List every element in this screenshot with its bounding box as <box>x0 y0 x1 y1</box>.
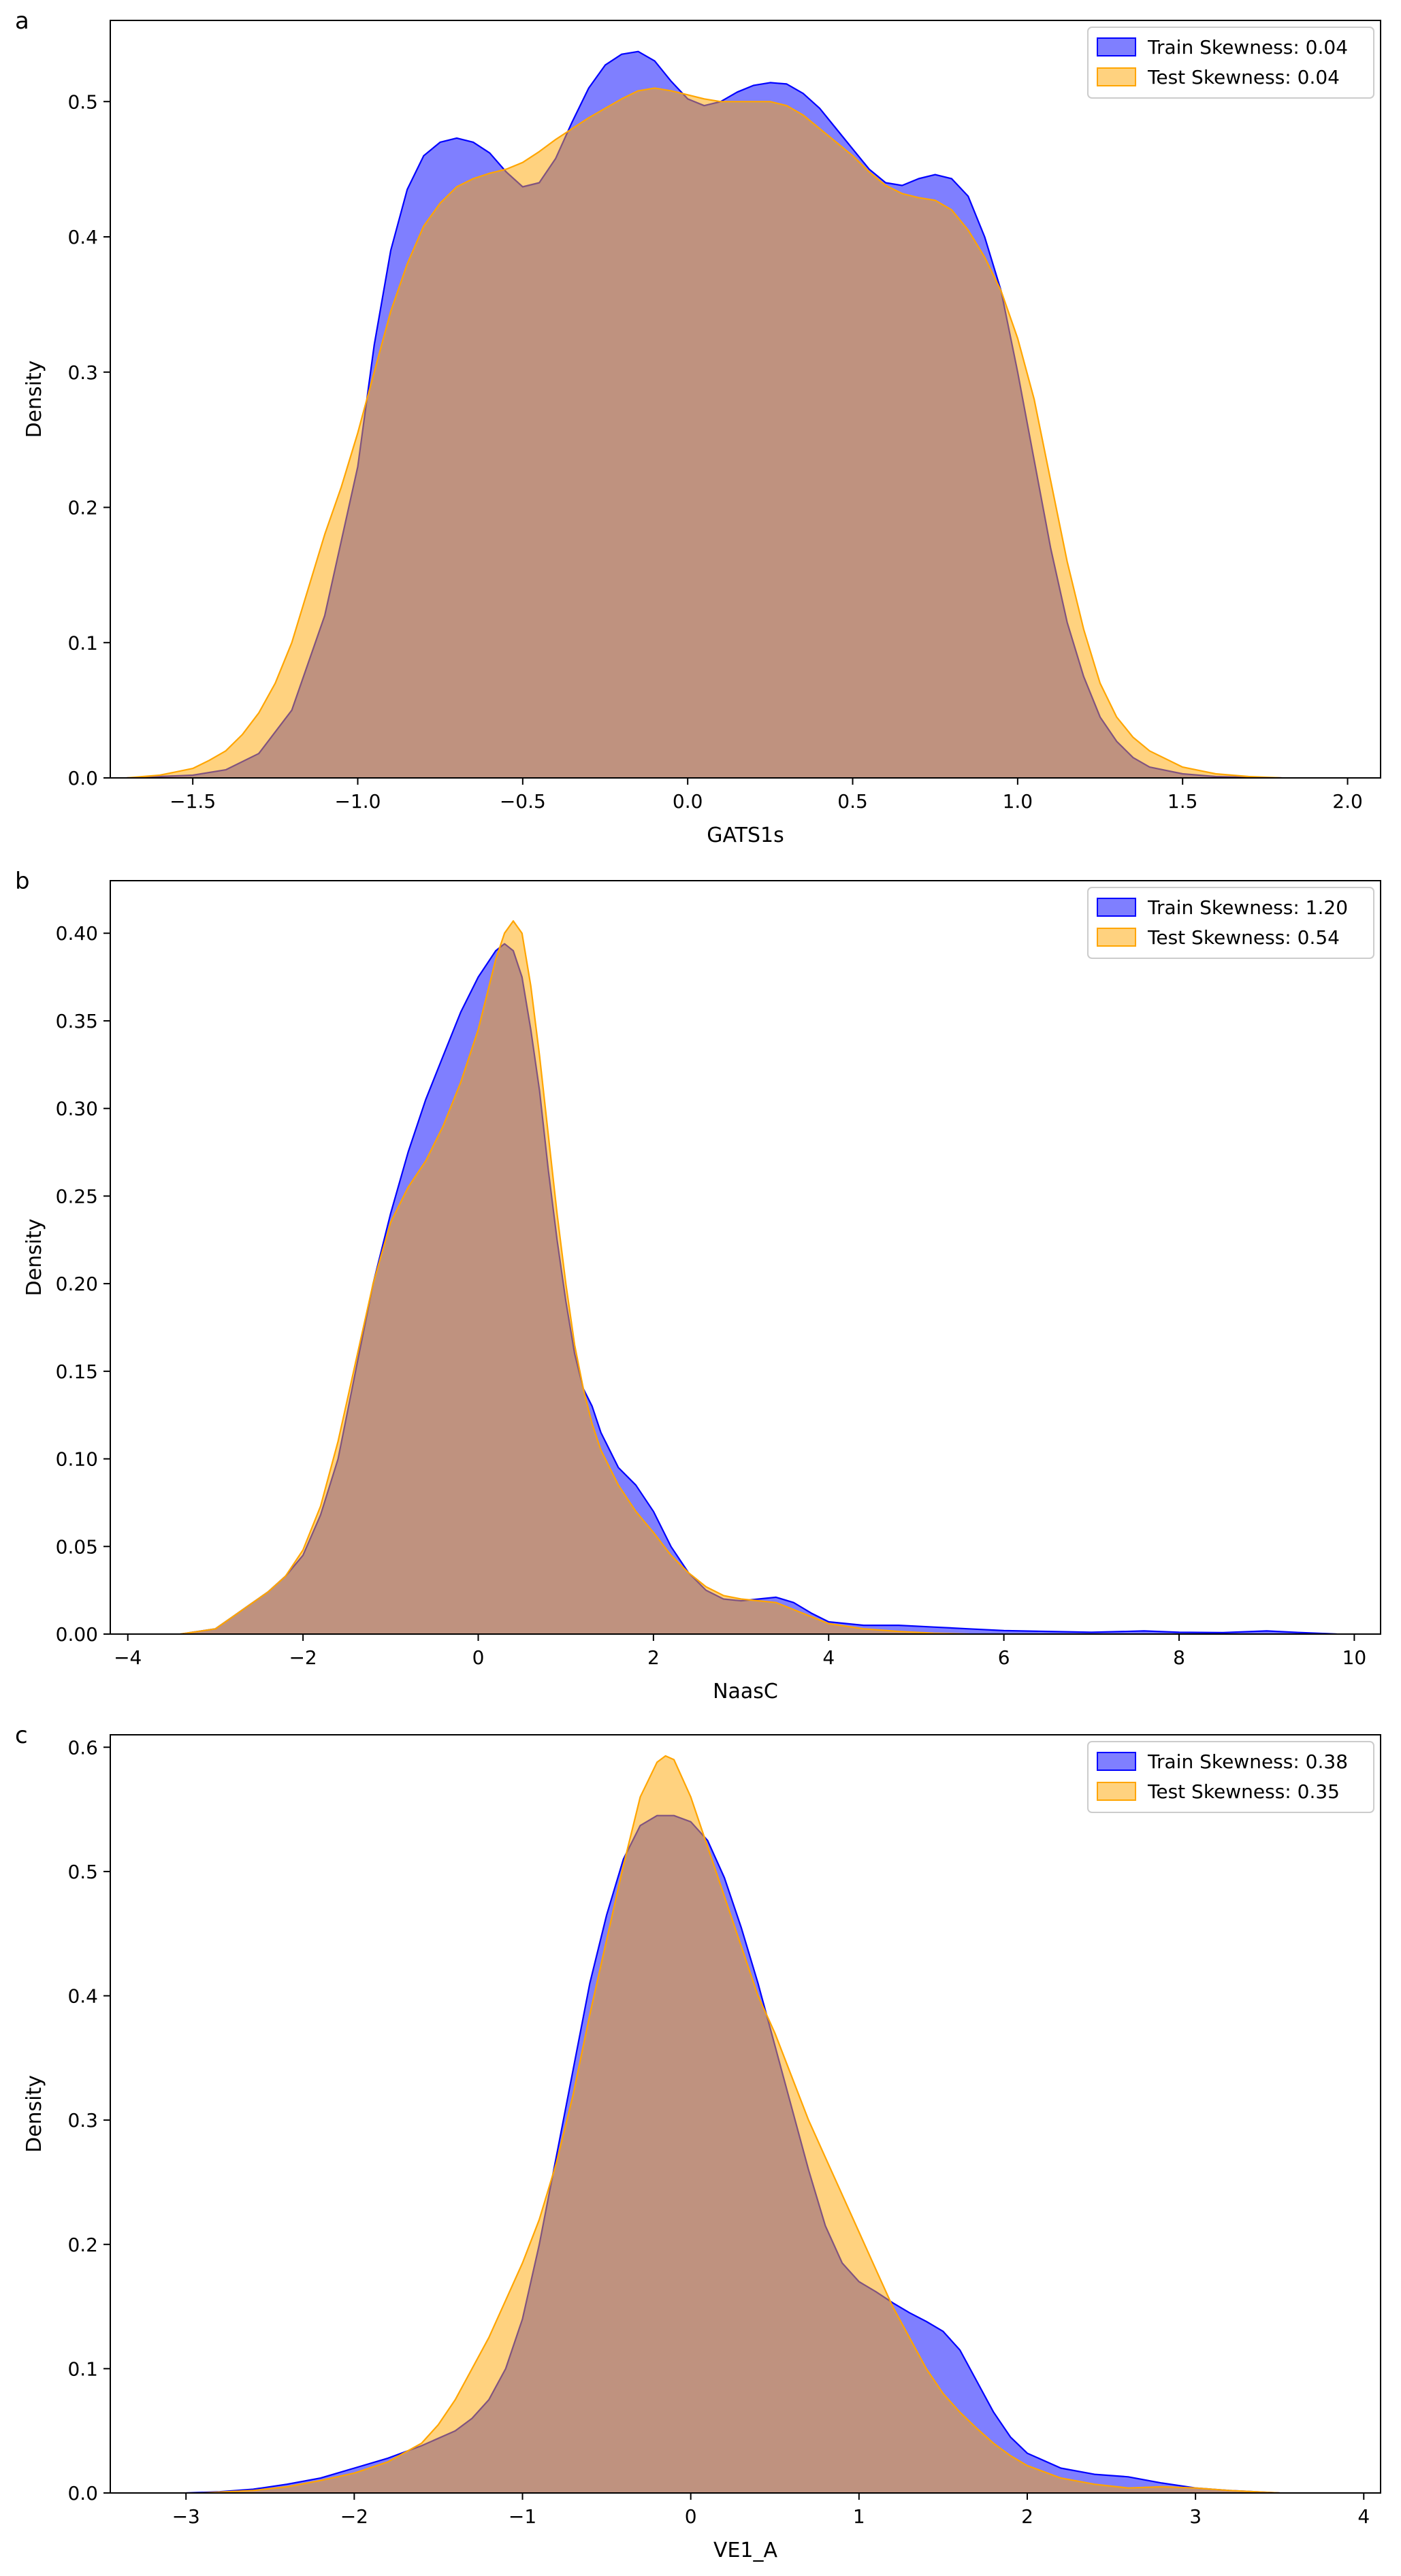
legend-box <box>1087 887 1374 959</box>
plot-area <box>127 50 1282 778</box>
legend-box <box>1087 27 1374 99</box>
plot-area <box>180 920 1337 1634</box>
x-tick-label: −1.0 <box>335 790 381 813</box>
y-tick-label: 0.0 <box>67 767 98 789</box>
x-tick-label: 3 <box>1189 2505 1202 2528</box>
y-tick-label: 0.20 <box>56 1273 98 1295</box>
x-axis-label: GATS1s <box>707 824 784 847</box>
legend: Train Skewness: 0.38 Test Skewness: 0.35 <box>1087 1741 1374 1813</box>
x-tick-label: 6 <box>998 1646 1010 1669</box>
y-axis-label: Density <box>22 2075 46 2153</box>
x-tick-label: −1 <box>509 2505 536 2528</box>
y-tick-label: 0.6 <box>67 1736 98 1759</box>
x-tick-label: 4 <box>822 1646 835 1669</box>
axes-frame <box>110 880 1381 1635</box>
x-tick-label: 0.0 <box>673 790 703 813</box>
x-tick-label: −2 <box>340 2505 368 2528</box>
panel-label: b <box>15 868 30 895</box>
legend-box <box>1087 1741 1374 1813</box>
legend-swatch-train <box>1097 1752 1136 1771</box>
y-tick-label: 0.30 <box>56 1098 98 1120</box>
x-tick-label: 0 <box>685 2505 697 2528</box>
y-tick-label: 0.3 <box>67 361 98 384</box>
test-density-area <box>127 88 1282 778</box>
axes-frame <box>110 20 1381 779</box>
legend: Train Skewness: 0.04 Test Skewness: 0.04 <box>1087 27 1374 99</box>
legend-swatch-test <box>1097 928 1136 947</box>
y-tick-label: 0.35 <box>56 1010 98 1032</box>
x-tick-label: 1 <box>853 2505 865 2528</box>
x-tick-label: 8 <box>1173 1646 1185 1669</box>
test-density-area <box>202 1756 1280 2493</box>
panel-c: c −3 −2 −1 0 1 2 3 4 0.0 0.1 0.2 0.3 0.4 0.5 0.6 VE1_A De… <box>15 1722 1381 2562</box>
x-tick-label: −1.5 <box>170 790 216 813</box>
legend-label-train: Train Skewness: 0.04 <box>1147 36 1348 59</box>
plot-area <box>186 1755 1280 2493</box>
x-axis-label: NaasC <box>713 1680 778 1703</box>
y-tick-label: 0.4 <box>67 226 98 248</box>
y-tick-label: 0.2 <box>67 2234 98 2256</box>
y-tick-label: 0.25 <box>56 1185 98 1207</box>
y-tick-label: 0.2 <box>67 497 98 519</box>
test-density-area <box>180 921 969 1634</box>
x-tick-label: 10 <box>1342 1646 1367 1669</box>
legend-label-train: Train Skewness: 1.20 <box>1147 896 1348 919</box>
y-tick-label: 0.10 <box>56 1448 98 1471</box>
y-tick-label: 0.05 <box>56 1535 98 1558</box>
legend-label-test: Test Skewness: 0.04 <box>1147 66 1340 88</box>
y-tick-label: 0.4 <box>67 1985 98 2008</box>
x-axis-label: VE1_A <box>713 2539 778 2562</box>
x-tick-label: 0 <box>472 1646 485 1669</box>
legend-label-test: Test Skewness: 0.35 <box>1147 1780 1340 1803</box>
axes-frame <box>110 1734 1381 2494</box>
y-tick-label: 0.5 <box>67 1861 98 1883</box>
y-tick-label: 0.15 <box>56 1360 98 1383</box>
x-tick-label: −3 <box>172 2505 200 2528</box>
y-tick-label: 0.0 <box>67 2482 98 2505</box>
panel-label: a <box>15 7 29 35</box>
legend-label-train: Train Skewness: 0.38 <box>1147 1750 1348 1773</box>
x-tick-label: −4 <box>114 1646 142 1669</box>
x-tick-label: 0.5 <box>837 790 868 813</box>
x-tick-label: 2 <box>647 1646 660 1669</box>
legend: Train Skewness: 1.20 Test Skewness: 0.54 <box>1087 887 1374 959</box>
x-tick-label: −0.5 <box>500 790 546 813</box>
y-tick-label: 0.3 <box>67 2109 98 2132</box>
x-tick-label: −2 <box>289 1646 317 1669</box>
legend-swatch-train <box>1097 37 1136 56</box>
x-tick-label: 1.5 <box>1168 790 1198 813</box>
x-tick-label: 1.0 <box>1003 790 1033 813</box>
y-axis-label: Density <box>22 1218 46 1296</box>
y-tick-label: 0.5 <box>67 91 98 113</box>
legend-swatch-test <box>1097 1782 1136 1801</box>
legend-label-test: Test Skewness: 0.54 <box>1147 926 1340 949</box>
x-tick-label: 2 <box>1021 2505 1033 2528</box>
test-density-line <box>202 1755 1280 2493</box>
panel-b: b −4 −2 0 2 4 6 8 10 0.00 0.05 0.10 0.15 0.20 0.25 0.30… <box>15 868 1381 1703</box>
x-tick-label: 2.0 <box>1332 790 1363 813</box>
y-tick-label: 0.40 <box>56 922 98 945</box>
y-tick-label: 0.1 <box>67 2358 98 2380</box>
test-density-line <box>127 87 1282 778</box>
y-axis-label: Density <box>22 360 46 438</box>
legend-swatch-test <box>1097 67 1136 86</box>
x-tick-label: 4 <box>1357 2505 1370 2528</box>
y-tick-label: 0.1 <box>67 632 98 654</box>
panel-label: c <box>15 1722 28 1749</box>
test-density-line <box>180 920 969 1634</box>
y-tick-label: 0.00 <box>56 1623 98 1646</box>
panel-a: a −1.5 −1.0 −0.5 0.0 0.5 1.0 1.5 2.0 0.0 0.1 0.2 0.3… <box>15 7 1381 847</box>
legend-swatch-train <box>1097 898 1136 917</box>
